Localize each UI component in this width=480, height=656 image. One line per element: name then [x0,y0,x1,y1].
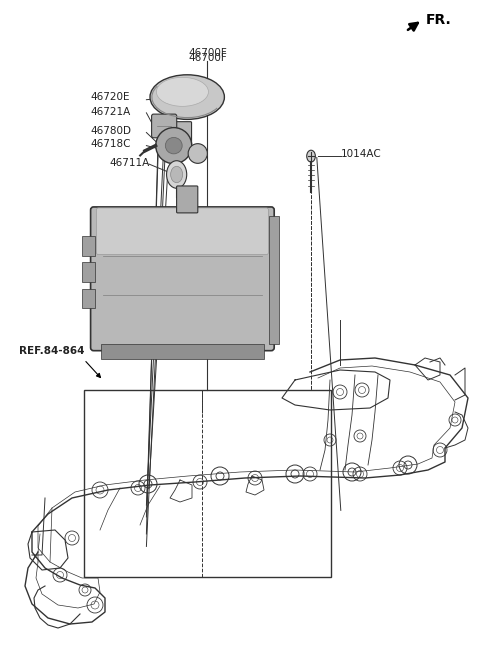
Bar [82,236,95,256]
Text: 46718C: 46718C [90,139,131,150]
Bar [101,344,264,359]
Text: FR.: FR. [426,12,452,27]
Ellipse shape [167,161,187,188]
Text: 46700F: 46700F [188,48,227,58]
FancyBboxPatch shape [152,114,177,138]
Text: 46700F: 46700F [188,52,227,63]
FancyBboxPatch shape [163,121,192,157]
FancyBboxPatch shape [91,207,274,351]
Bar [82,262,95,282]
Text: 46720E: 46720E [90,92,130,102]
Text: 1014AC: 1014AC [341,148,382,159]
Bar [84,390,331,577]
Ellipse shape [156,77,208,106]
Bar [82,289,95,308]
Text: 46711A: 46711A [109,157,150,168]
Text: 46721A: 46721A [90,106,131,117]
Ellipse shape [188,144,207,163]
Text: 46780D: 46780D [90,126,131,136]
Ellipse shape [156,127,192,164]
Ellipse shape [150,75,225,119]
FancyBboxPatch shape [96,208,268,255]
FancyBboxPatch shape [177,186,198,213]
Ellipse shape [165,138,182,154]
Bar [269,216,279,344]
Text: REF.84-864: REF.84-864 [19,346,84,356]
Ellipse shape [171,166,182,182]
Ellipse shape [307,150,315,162]
